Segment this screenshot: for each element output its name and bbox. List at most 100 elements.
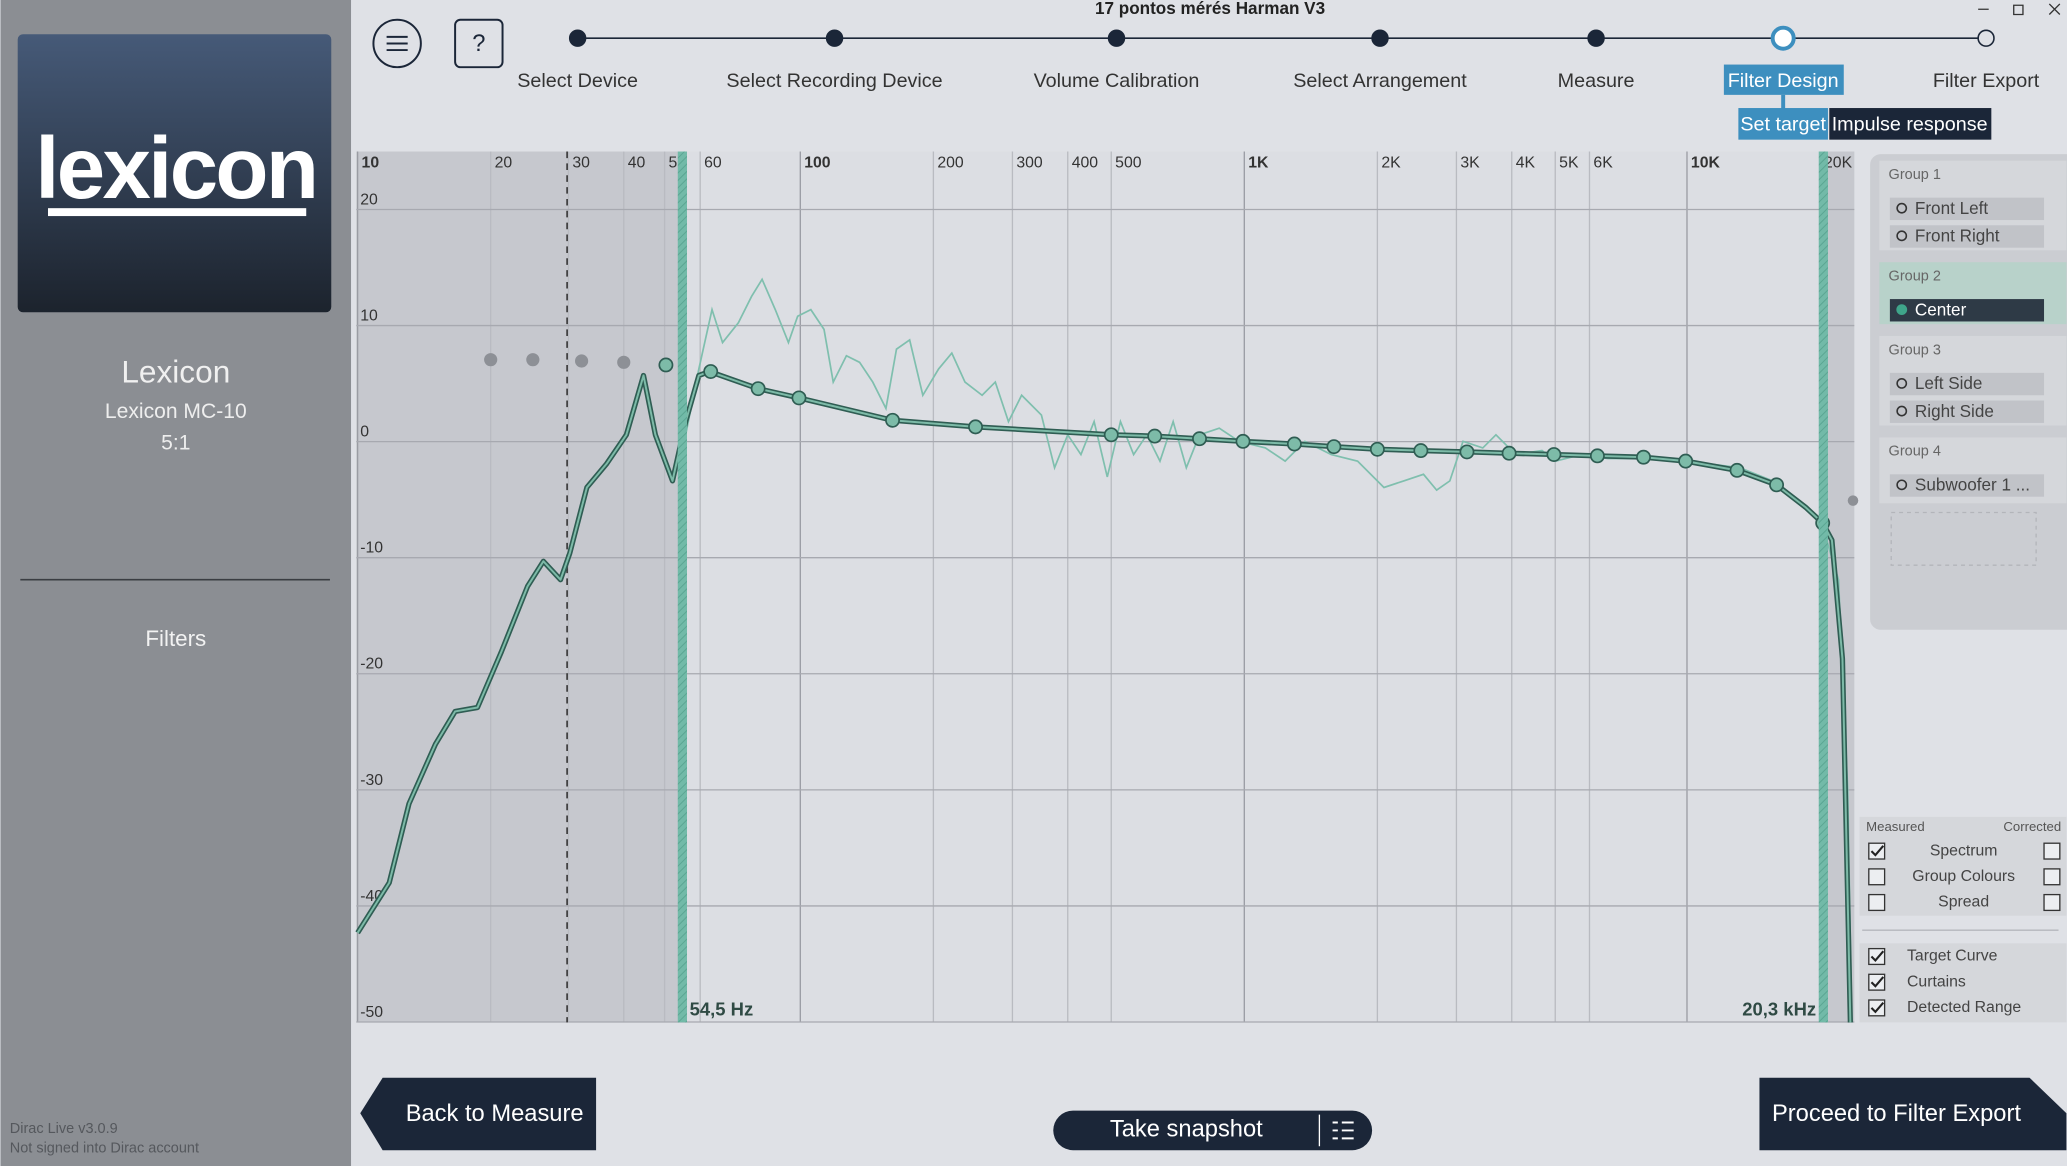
menu-button[interactable] — [372, 18, 422, 69]
channel-row[interactable] — [1889, 372, 2045, 396]
checkbox[interactable] — [2043, 868, 2061, 886]
groups: Group 1 Front Left Front Right Group 2 Cente… — [1879, 160, 2067, 504]
target-point[interactable] — [1147, 428, 1163, 444]
high-cutoff-bar[interactable] — [1818, 151, 1828, 1023]
y-tick-label: 10 — [360, 308, 378, 325]
y-tick-label: -50 — [360, 1004, 383, 1021]
step-dot[interactable] — [1587, 29, 1605, 47]
checkbox[interactable] — [1868, 868, 1886, 886]
version: Dirac Live v3.0.9 — [10, 1121, 118, 1137]
model: Lexicon MC-10 — [105, 400, 247, 423]
channel-indicator — [1896, 230, 1908, 242]
target-point[interactable] — [885, 412, 900, 428]
back-label: Back to Measure — [406, 1101, 584, 1127]
target-point[interactable] — [1369, 441, 1385, 457]
target-point[interactable] — [968, 419, 983, 435]
target-point[interactable] — [1103, 427, 1119, 443]
target-point[interactable] — [1286, 436, 1302, 452]
target-point[interactable] — [1326, 439, 1342, 455]
channel-row[interactable] — [1889, 197, 2045, 221]
checkbox[interactable] — [2043, 893, 2061, 912]
brand: Lexicon — [121, 354, 230, 390]
channel-row[interactable] — [1889, 225, 2045, 248]
channel-name: Front Left — [1915, 199, 1988, 218]
checkmark — [1870, 950, 1885, 963]
target-point[interactable] — [1589, 448, 1605, 464]
tab[interactable] — [1829, 108, 1992, 140]
step-dot[interactable] — [1371, 29, 1389, 47]
target-point[interactable] — [703, 364, 719, 379]
checkbox[interactable] — [2043, 842, 2061, 860]
menu-icon — [386, 35, 408, 52]
channel-indicator — [1896, 304, 1908, 316]
checkbox[interactable] — [1868, 947, 1886, 966]
group-name: Group 1 — [1889, 167, 1941, 183]
x-tick-label: 4K — [1516, 155, 1536, 172]
snapshot-button[interactable] — [1053, 1110, 1373, 1151]
channel-name: Center — [1915, 300, 1967, 319]
step-dot[interactable] — [1977, 29, 1995, 47]
target-point[interactable] — [1235, 433, 1251, 449]
checkbox[interactable] — [1868, 999, 1886, 1017]
help-button[interactable] — [454, 18, 504, 69]
y-tick-label: 0 — [360, 424, 369, 441]
target-point[interactable] — [750, 381, 766, 397]
option-label: Group Colours — [1912, 868, 2015, 885]
channel-row[interactable] — [1889, 299, 2045, 322]
x-tick-label: 10 — [362, 155, 380, 172]
step-label[interactable]: Volume Calibration — [1034, 70, 1200, 92]
option-label: Spectrum — [1930, 842, 1998, 859]
y-tick-label: -30 — [360, 772, 383, 789]
active-step-bg — [1723, 64, 1844, 95]
step-dot[interactable] — [1107, 29, 1126, 47]
step-label[interactable]: Select Arrangement — [1293, 70, 1467, 92]
target-point[interactable] — [791, 390, 807, 406]
low-cutoff-bar[interactable] — [677, 151, 687, 1023]
step-label[interactable]: Measure — [1558, 70, 1635, 92]
checkbox[interactable] — [1868, 973, 1886, 991]
target-point[interactable] — [1729, 462, 1745, 478]
step-dot[interactable] — [825, 29, 844, 47]
x-tick-label: 30 — [572, 155, 590, 172]
logo-box — [17, 34, 332, 313]
target-point[interactable] — [1501, 445, 1517, 461]
channel-name: Right Side — [1915, 402, 1994, 421]
x-tick-label: 400 — [1072, 155, 1099, 172]
target-point[interactable] — [658, 357, 674, 373]
x-tick-label: 300 — [1016, 155, 1043, 172]
target-point[interactable] — [1636, 449, 1651, 465]
step-dot[interactable] — [568, 29, 587, 47]
step-label[interactable]: Filter Design — [1728, 70, 1839, 92]
corrected-header: Corrected — [2003, 819, 2061, 834]
channel-row[interactable] — [1889, 400, 2045, 423]
step-label[interactable]: Select Device — [517, 70, 638, 92]
target-point[interactable] — [1769, 477, 1785, 493]
target-point[interactable] — [1413, 443, 1429, 459]
step-label[interactable]: Select Recording Device — [726, 70, 942, 92]
proceed-button[interactable] — [1759, 1077, 2067, 1151]
channel-row[interactable] — [1889, 474, 2045, 497]
target-point[interactable] — [1678, 453, 1694, 469]
target-point[interactable] — [1546, 447, 1562, 462]
measured-header: Measured — [1866, 819, 1925, 834]
section[interactable]: Filters — [145, 626, 206, 651]
target-point[interactable] — [1459, 444, 1475, 460]
group-name: Group 4 — [1889, 444, 1941, 460]
window-controls[interactable] — [1978, 3, 2061, 16]
checkbox[interactable] — [1868, 842, 1886, 860]
x-tick-label: 2K — [1381, 155, 1401, 172]
help-label: ? — [472, 31, 485, 57]
step-dot[interactable] — [1770, 25, 1796, 51]
back-button[interactable] — [360, 1077, 597, 1151]
snapshot-list-icon[interactable] — [1332, 1121, 1354, 1140]
tab-active[interactable] — [1738, 108, 1828, 140]
stepper: Select Device Select Recording Device Volu… — [517, 25, 2040, 140]
channel-name: Left Side — [1915, 374, 1983, 393]
x-tick-label: 6K — [1593, 155, 1613, 172]
overlay-label: Curtains — [1907, 973, 1966, 990]
x-tick-label: 5K — [1559, 155, 1579, 172]
checkbox[interactable] — [1868, 893, 1886, 912]
step-label[interactable]: Filter Export — [1933, 70, 2040, 92]
target-point[interactable] — [1192, 431, 1207, 447]
offscreen-point — [1847, 495, 1859, 506]
